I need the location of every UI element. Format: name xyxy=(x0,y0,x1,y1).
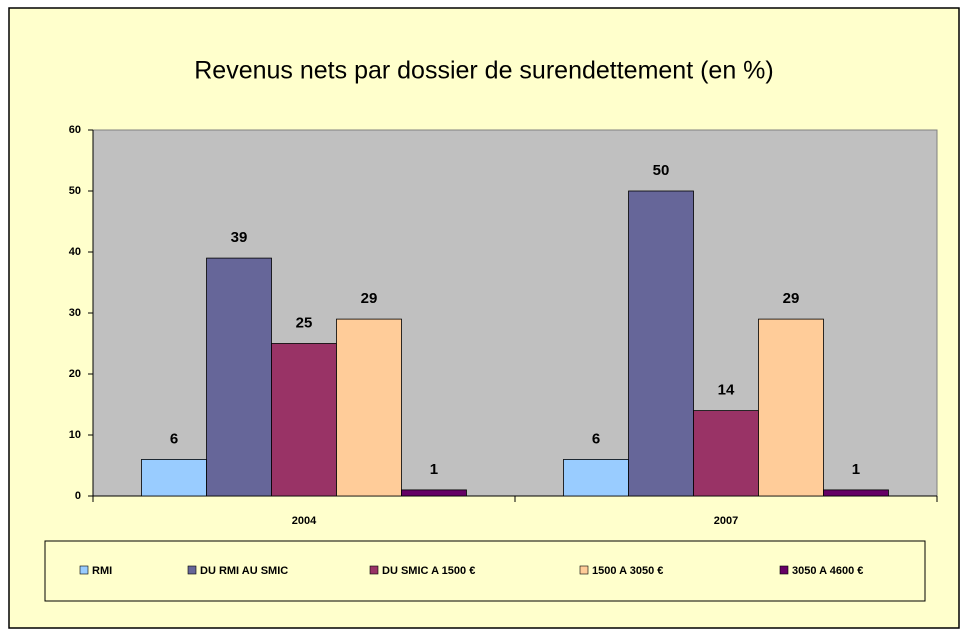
legend-swatch xyxy=(187,565,197,575)
bar xyxy=(823,489,889,497)
data-label: 29 xyxy=(783,290,800,307)
legend-swatch xyxy=(369,565,379,575)
bar xyxy=(693,410,759,497)
bar xyxy=(336,318,402,497)
data-label: 1 xyxy=(852,461,860,478)
x-tick-label: 2007 xyxy=(714,515,738,527)
y-tick-label: 40 xyxy=(69,246,81,258)
bar xyxy=(206,257,272,497)
y-tick-label: 20 xyxy=(69,368,81,380)
x-tick-label: 2004 xyxy=(292,515,317,527)
legend-label: DU RMI AU SMIC xyxy=(200,565,288,577)
legend-swatch xyxy=(579,565,589,575)
y-tick-label: 0 xyxy=(75,490,81,502)
bar xyxy=(628,190,694,497)
bar xyxy=(271,343,337,497)
data-label: 39 xyxy=(231,229,248,246)
legend-swatch xyxy=(79,565,89,575)
bar xyxy=(401,489,467,497)
data-label: 14 xyxy=(718,382,735,399)
data-label: 50 xyxy=(653,162,670,179)
data-label: 6 xyxy=(170,430,178,447)
data-label: 6 xyxy=(592,430,600,447)
legend-swatch xyxy=(779,565,789,575)
legend-label: RMI xyxy=(92,565,112,577)
bar xyxy=(563,458,629,497)
y-tick-label: 50 xyxy=(69,185,81,197)
legend-label: 3050 A 4600 € xyxy=(792,565,863,577)
legend-label: DU SMIC A 1500 € xyxy=(382,565,475,577)
y-tick-label: 60 xyxy=(69,124,81,136)
data-label: 25 xyxy=(296,314,313,331)
bar xyxy=(141,458,207,497)
data-label: 1 xyxy=(430,461,438,478)
y-tick-label: 10 xyxy=(69,429,81,441)
bar xyxy=(758,318,824,497)
data-label: 29 xyxy=(361,290,378,307)
legend-label: 1500 A 3050 € xyxy=(592,565,663,577)
chart-title: Revenus nets par dossier de surendetteme… xyxy=(194,57,773,85)
y-tick-label: 30 xyxy=(69,307,81,319)
